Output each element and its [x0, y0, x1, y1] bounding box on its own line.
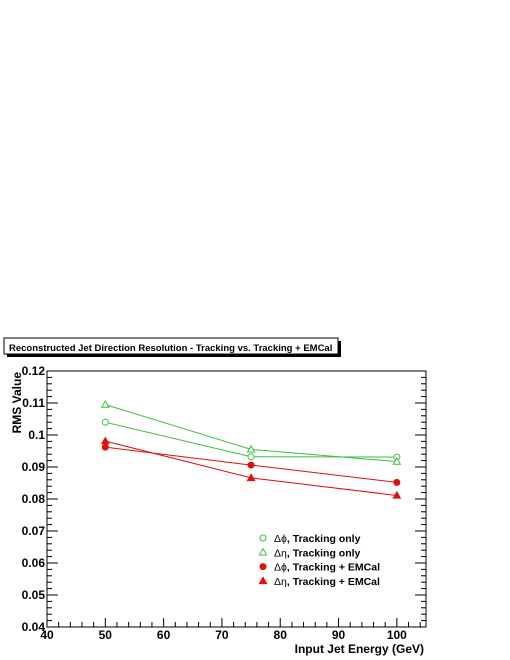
legend-label: Δϕ, Tracking + EMCal	[274, 562, 380, 574]
y-tick-label: 0.11	[22, 396, 45, 410]
data-point	[392, 456, 402, 465]
legend-symbol: Δϕ	[274, 533, 287, 545]
chart-title: Reconstructed Jet Direction Resolution -…	[9, 343, 332, 354]
y-tick-label: 0.07	[22, 524, 46, 538]
legend-marker	[258, 576, 268, 585]
legend-marker	[258, 547, 268, 556]
y-tick-label: 0.06	[22, 556, 46, 570]
legend-marker	[259, 534, 267, 542]
x-axis-label: Input Jet Energy (GeV)	[295, 642, 424, 656]
data-point	[101, 443, 109, 451]
legend-label: Δη, Tracking + EMCal	[274, 576, 380, 588]
y-tick-label: 0.08	[22, 492, 46, 506]
legend-entry: Δη, Tracking only	[258, 547, 361, 559]
y-tick-label: 0.05	[22, 588, 46, 602]
legend-text: , Tracking + EMCal	[287, 562, 380, 574]
x-tick-label: 90	[332, 628, 346, 642]
data-point	[246, 473, 256, 482]
y-tick-label: 0.09	[22, 460, 46, 474]
data-point	[100, 399, 110, 408]
x-tick-label: 80	[274, 628, 288, 642]
series-3	[100, 436, 402, 499]
legend-text: , Tracking only	[287, 547, 361, 559]
y-tick-label: 0.12	[22, 364, 46, 378]
x-tick-label: 70	[215, 628, 229, 642]
data-point	[100, 436, 110, 445]
series-layer	[100, 399, 402, 499]
legend-text: , Tracking + EMCal	[287, 576, 380, 588]
data-point	[246, 444, 256, 453]
legend-symbol: Δη	[274, 576, 287, 588]
legend-entry: Δη, Tracking + EMCal	[258, 576, 380, 588]
data-point	[392, 490, 402, 499]
legend-label: Δη, Tracking only	[274, 547, 361, 559]
x-tick-label: 50	[99, 628, 113, 642]
y-tick-label: 0.1	[28, 428, 45, 442]
y-tick-label: 0.04	[22, 620, 46, 634]
axes: 40 50 60 70 80 90 100 0.04 0.05 0.06 0.07 0.08 0.09 0…	[22, 364, 426, 642]
plot-frame	[46, 370, 427, 628]
data-point	[101, 418, 109, 426]
legend-symbol: Δη	[274, 547, 287, 559]
x-tick-label: 40	[40, 628, 54, 642]
legend-symbol: Δϕ	[274, 562, 287, 574]
legend-entry: Δϕ, Tracking + EMCal	[259, 562, 380, 574]
legend-entry: Δϕ, Tracking only	[259, 533, 361, 545]
series-0	[101, 418, 401, 461]
legend-marker	[259, 563, 267, 571]
data-point	[393, 478, 401, 486]
x-tick-label: 60	[157, 628, 171, 642]
data-point	[247, 461, 255, 469]
series-1	[100, 399, 402, 465]
legend-text: , Tracking only	[287, 533, 361, 545]
data-point	[247, 453, 255, 461]
x-tick-label: 100	[387, 628, 407, 642]
y-axis-label: RMS Value	[10, 372, 24, 434]
legend-label: Δϕ, Tracking only	[274, 533, 361, 545]
title-box: Reconstructed Jet Direction Resolution -…	[3, 337, 341, 357]
